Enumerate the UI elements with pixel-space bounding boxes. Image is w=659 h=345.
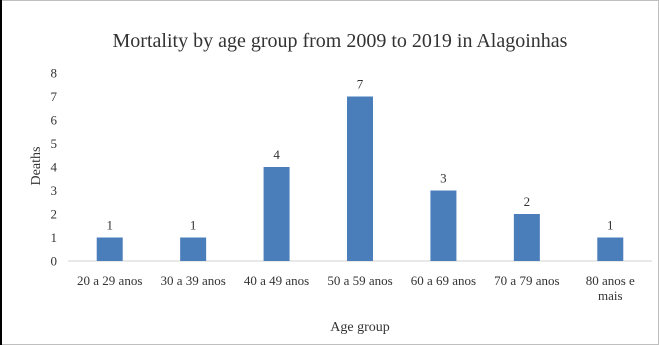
bar <box>597 237 624 261</box>
y-tick-label: 3 <box>51 183 58 198</box>
data-label: 1 <box>607 218 614 233</box>
y-tick-label: 1 <box>51 230 58 245</box>
bar <box>430 190 457 261</box>
y-tick-label: 0 <box>51 254 58 269</box>
data-label: 2 <box>524 194 531 209</box>
bar <box>347 96 373 261</box>
y-tick-label: 4 <box>51 160 58 175</box>
x-tick-label: 30 a 39 anos <box>160 273 225 288</box>
y-axis-ticks: 0 1 2 3 4 5 6 7 8 <box>51 66 58 269</box>
x-tick-label: 50 a 59 anos <box>327 273 392 288</box>
y-axis-title: Deaths <box>29 147 44 186</box>
x-tick-label: 80 anos e <box>586 273 635 288</box>
bar <box>96 237 123 261</box>
x-tick-label: 60 a 69 anos <box>411 273 476 288</box>
y-tick-label: 7 <box>51 89 58 104</box>
y-tick-label: 5 <box>51 136 58 151</box>
x-tick-label: mais <box>598 288 623 303</box>
x-tick-label: 20 a 29 anos <box>77 273 142 288</box>
data-labels: 1 1 4 7 3 2 1 <box>106 77 613 233</box>
bar <box>263 167 290 261</box>
bar <box>180 237 207 261</box>
data-label: 3 <box>440 171 447 186</box>
y-tick-label: 6 <box>51 113 58 128</box>
chart-title: Mortality by age group from 2009 to 2019… <box>113 30 568 52</box>
data-label: 4 <box>273 147 280 162</box>
y-tick-label: 2 <box>51 207 58 222</box>
x-axis-title: Age group <box>330 320 390 335</box>
x-tick-label: 40 a 49 anos <box>244 273 309 288</box>
window-edge <box>0 0 2 345</box>
x-axis-ticks: 20 a 29 anos 30 a 39 anos 40 a 49 anos 50 a… <box>77 273 635 303</box>
data-label: 1 <box>190 218 197 233</box>
bar <box>513 214 540 261</box>
bars <box>96 96 624 261</box>
x-tick-label: 70 a 79 anos <box>494 273 559 288</box>
data-label: 7 <box>357 77 364 92</box>
y-tick-label: 8 <box>51 66 58 81</box>
data-label: 1 <box>106 218 113 233</box>
